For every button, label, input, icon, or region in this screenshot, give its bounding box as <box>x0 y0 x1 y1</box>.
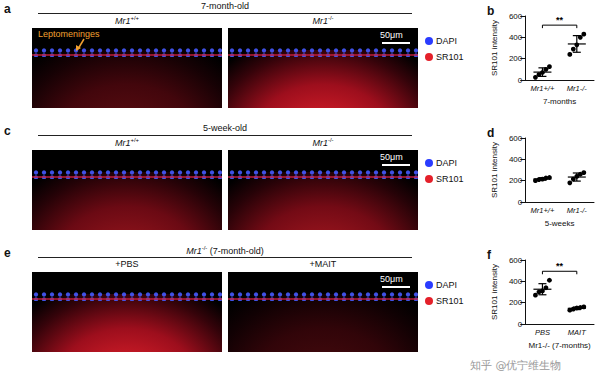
html-text:50μm: 50μm <box>380 30 403 40</box>
svg-text:SR101 intensity: SR101 intensity <box>490 142 499 198</box>
html-text:Leptomeninges: Leptomeninges <box>38 29 100 39</box>
svg-text:600: 600 <box>509 256 523 265</box>
html-text:50μm: 50μm <box>380 274 403 284</box>
svg-text:d: d <box>487 126 494 140</box>
svg-text:600: 600 <box>509 12 523 21</box>
svg-text:0: 0 <box>518 320 523 329</box>
html-text:SR101: SR101 <box>436 52 464 62</box>
svg-text:**: ** <box>556 15 564 25</box>
svg-text:Mr1-/-: Mr1-/- <box>567 84 587 93</box>
html-text:DAPI: DAPI <box>436 158 457 168</box>
svg-text:5-weeks: 5-weeks <box>545 219 575 228</box>
html-text:+PBS: +PBS <box>115 259 139 269</box>
html-text:Mr1-/-: Mr1-/- <box>312 137 334 148</box>
html-text:SR101: SR101 <box>436 296 464 306</box>
svg-text:f: f <box>487 248 492 262</box>
html-text:50μm: 50μm <box>380 152 403 162</box>
svg-text:b: b <box>487 4 494 18</box>
html-text:7-month-old: 7-month-old <box>201 1 249 11</box>
svg-text:0: 0 <box>518 198 523 207</box>
svg-text:Mr1+/+: Mr1+/+ <box>531 206 555 215</box>
svg-text:600: 600 <box>509 134 523 143</box>
svg-text:400: 400 <box>509 277 523 286</box>
html-text:5-week-old: 5-week-old <box>203 123 247 133</box>
svg-text:SR101 intensity: SR101 intensity <box>490 20 499 76</box>
html-text:e: e <box>4 246 11 260</box>
html-text:+MAIT: +MAIT <box>309 259 337 269</box>
svg-text:Mr1-/- (7-months): Mr1-/- (7-months) <box>529 341 592 350</box>
svg-text:0: 0 <box>518 76 523 85</box>
svg-text:MAIT: MAIT <box>568 328 587 337</box>
html-text:DAPI: DAPI <box>436 36 457 46</box>
html-text:c: c <box>4 124 11 138</box>
html-text:Mr1+/+: Mr1+/+ <box>114 15 140 26</box>
html-text:知乎 @优宁维生物: 知乎 @优宁维生物 <box>470 359 562 372</box>
svg-text:Mr1-/-: Mr1-/- <box>567 206 587 215</box>
svg-text:400: 400 <box>509 33 523 42</box>
html-text:Mr1-/-(7-month-old): Mr1-/-(7-month-old) <box>186 245 264 256</box>
svg-text:7-months: 7-months <box>543 97 576 106</box>
html-text:SR101: SR101 <box>436 174 464 184</box>
svg-text:**: ** <box>556 261 564 271</box>
svg-text:SR101 intensity: SR101 intensity <box>490 264 499 320</box>
html-text:DAPI: DAPI <box>436 280 457 290</box>
svg-text:200: 200 <box>509 298 523 307</box>
svg-text:200: 200 <box>509 54 523 63</box>
svg-text:PBS: PBS <box>535 328 550 337</box>
svg-text:400: 400 <box>509 155 523 164</box>
html-text:Mr1-/-: Mr1-/- <box>312 15 334 26</box>
svg-text:200: 200 <box>509 176 523 185</box>
svg-text:Mr1+/+: Mr1+/+ <box>531 84 555 93</box>
html-text:Mr1+/+: Mr1+/+ <box>114 137 140 148</box>
html-text:a: a <box>4 2 11 16</box>
